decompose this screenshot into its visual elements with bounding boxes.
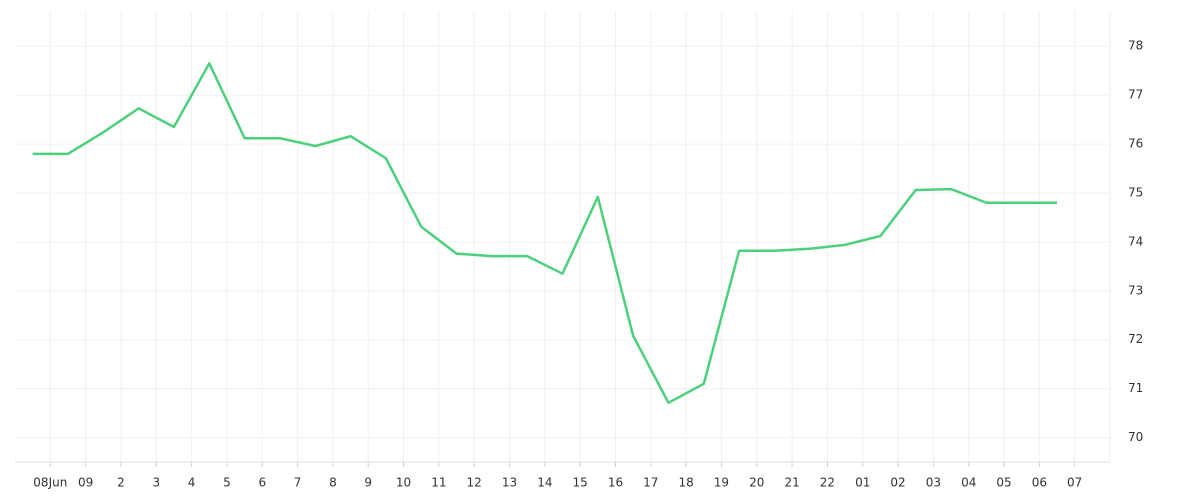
x-tick-label: 20 <box>749 476 764 490</box>
x-tick-label: 3 <box>152 476 160 490</box>
x-tick-label: 16 <box>608 476 623 490</box>
y-tick-label: 75 <box>1128 185 1143 199</box>
y-tick-label: 73 <box>1128 283 1143 297</box>
x-tick-label: 06 <box>1032 476 1047 490</box>
x-tick-label: 19 <box>714 476 729 490</box>
y-tick-label: 71 <box>1128 381 1143 395</box>
x-tick-label: 17 <box>643 476 658 490</box>
x-tick-label: 9 <box>364 476 372 490</box>
y-tick-label: 78 <box>1128 39 1143 53</box>
x-tick-label: 09 <box>78 476 93 490</box>
line <box>32 62 1058 405</box>
x-tick-label: 01 <box>855 476 870 490</box>
x-tick-label: 15 <box>573 476 588 490</box>
x-tick-label: 8 <box>329 476 337 490</box>
y-tick-label: 72 <box>1128 332 1143 346</box>
x-tick-label: 22 <box>820 476 835 490</box>
y-tick-label: 77 <box>1128 88 1143 102</box>
x-tick-label: 13 <box>502 476 517 490</box>
x-tick-label: 03 <box>926 476 941 490</box>
y-tick-label: 74 <box>1128 234 1143 248</box>
x-tick-label: 6 <box>258 476 266 490</box>
x-tick-label: 18 <box>678 476 693 490</box>
y-tick-label: 76 <box>1128 137 1143 151</box>
x-tick-label: 02 <box>890 476 905 490</box>
x-tick-label: 12 <box>467 476 482 490</box>
x-tick-label: 08Jun <box>33 476 67 490</box>
x-tick-label: 21 <box>784 476 799 490</box>
x-tick-label: 10 <box>396 476 411 490</box>
x-tick-label: 07 <box>1067 476 1082 490</box>
x-tick-label: 04 <box>961 476 976 490</box>
x-tick-label: 14 <box>537 476 552 490</box>
x-tick-label: 7 <box>294 476 302 490</box>
x-tick-label: 5 <box>223 476 231 490</box>
x-tick-label: 05 <box>996 476 1011 490</box>
y-tick-label: 70 <box>1128 430 1143 444</box>
x-tick-label: 2 <box>117 476 125 490</box>
x-tick-label: 11 <box>431 476 446 490</box>
x-tick-label: 4 <box>188 476 196 490</box>
